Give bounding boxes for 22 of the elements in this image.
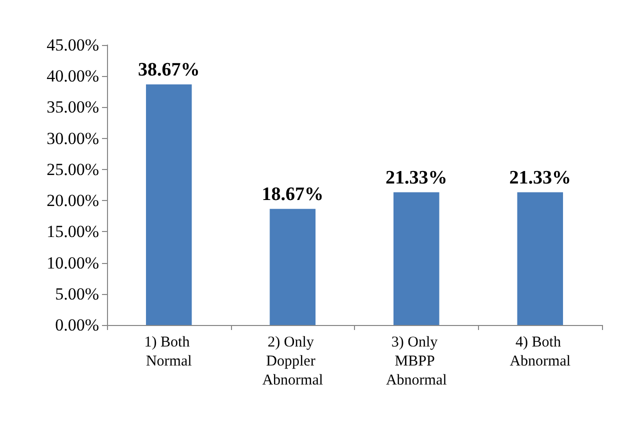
y-tick-label: 40.00% bbox=[46, 66, 99, 86]
y-tick-label: 5.00% bbox=[55, 284, 99, 304]
y-tick-label: 25.00% bbox=[46, 160, 99, 179]
y-tick-label: 15.00% bbox=[46, 222, 99, 242]
x-tick-label: 4) Both Abnormal bbox=[510, 334, 571, 370]
y-tick-label: 30.00% bbox=[46, 128, 99, 148]
data-label: 18.67% bbox=[262, 184, 324, 205]
x-tick-label: 2) Only Doppler Abnormal bbox=[262, 334, 324, 388]
bar bbox=[146, 84, 192, 325]
data-label: 21.33% bbox=[509, 167, 571, 188]
x-tick-label: 1) Both Normal bbox=[144, 334, 194, 370]
y-tick-label: 45.00% bbox=[46, 36, 99, 54]
y-tick-label: 0.00% bbox=[55, 316, 99, 334]
data-label: 38.67% bbox=[138, 59, 200, 80]
y-tick-label: 20.00% bbox=[46, 191, 99, 210]
bar bbox=[270, 208, 316, 325]
bar bbox=[517, 192, 564, 325]
data-label: 21.33% bbox=[386, 167, 448, 188]
y-tick-label: 35.00% bbox=[46, 98, 99, 117]
bar bbox=[393, 192, 440, 325]
x-tick-label: 3) Only MBPP Abnormal bbox=[386, 334, 447, 388]
y-tick-label: 10.00% bbox=[46, 253, 99, 272]
